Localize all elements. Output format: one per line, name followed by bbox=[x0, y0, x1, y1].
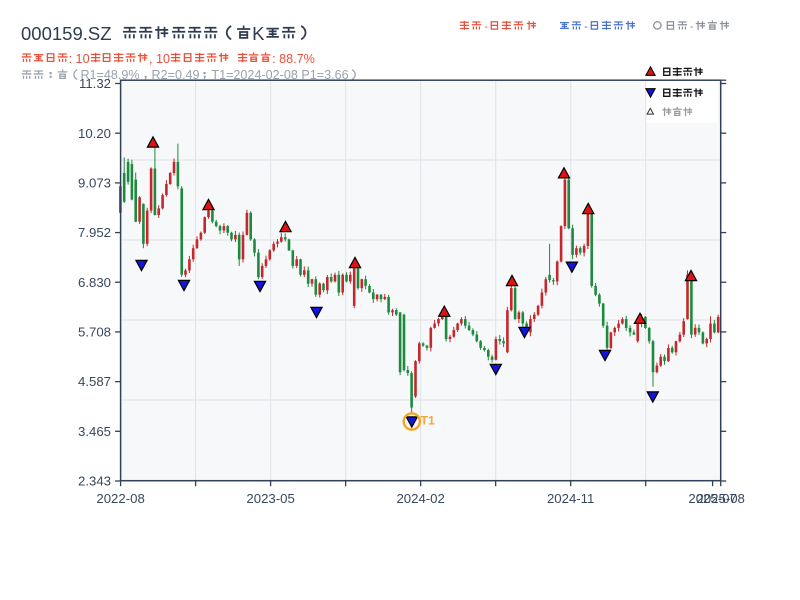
svg-text:5.708: 5.708 bbox=[78, 325, 111, 340]
svg-text:2022-08: 2022-08 bbox=[96, 491, 144, 506]
svg-text:9.073: 9.073 bbox=[78, 175, 111, 190]
svg-text:2025-07: 2025-07 bbox=[688, 491, 736, 506]
svg-text:T1: T1 bbox=[421, 414, 436, 428]
svg-text:3.465: 3.465 bbox=[78, 424, 111, 439]
svg-text:6.830: 6.830 bbox=[78, 275, 111, 290]
svg-text:7.952: 7.952 bbox=[78, 225, 111, 240]
svg-text:10.20: 10.20 bbox=[78, 126, 111, 141]
svg-text:2024-02: 2024-02 bbox=[396, 491, 444, 506]
svg-text:2025-08: 2025-08 bbox=[696, 491, 744, 506]
svg-text:11.32: 11.32 bbox=[79, 76, 111, 91]
svg-text:2.343: 2.343 bbox=[78, 474, 111, 489]
svg-text:2024-11: 2024-11 bbox=[547, 491, 594, 506]
svg-text:2023-05: 2023-05 bbox=[246, 491, 294, 506]
svg-text:4.587: 4.587 bbox=[78, 374, 111, 389]
